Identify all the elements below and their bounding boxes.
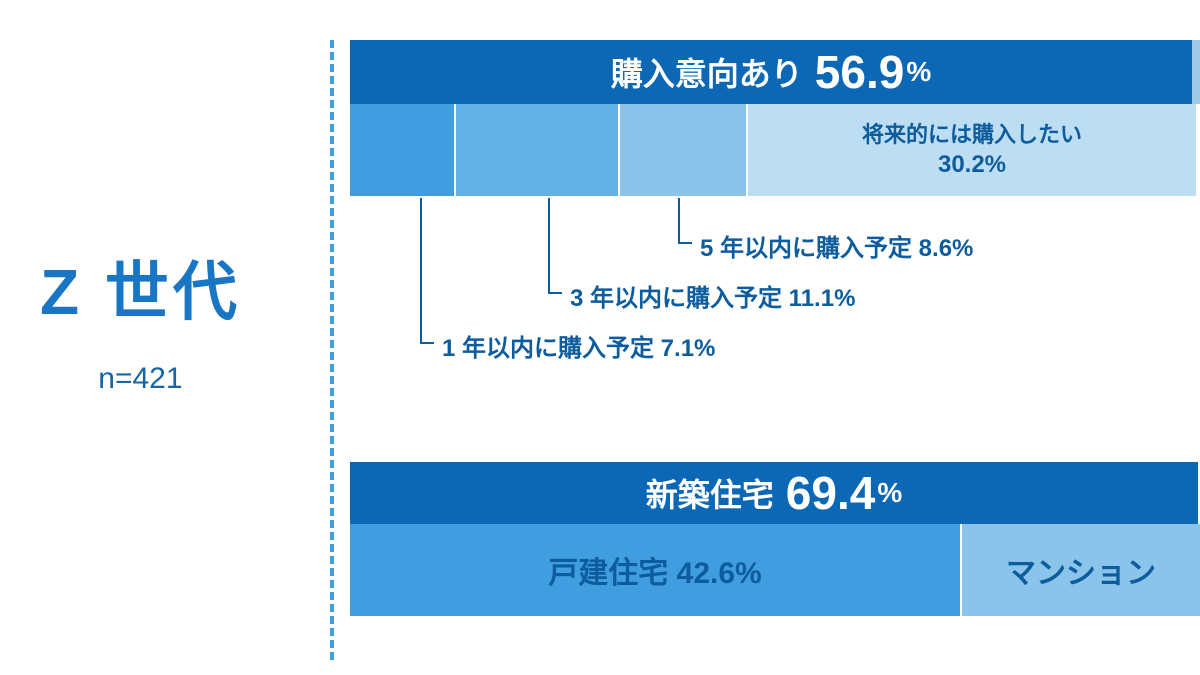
purchase-intent-unit: % — [906, 56, 931, 88]
generation-label-block: Z 世代 n=421 — [40, 260, 241, 396]
purchase-intent-header-edge — [1192, 40, 1200, 104]
chart-root: Z 世代 n=421 購入意向あり 56.9 % 将来的には購入したい30.2%… — [0, 0, 1200, 675]
new-build-header: 新築住宅 69.4 % — [350, 462, 1198, 524]
purchase-intent-segment-future: 将来的には購入したい30.2% — [748, 104, 1196, 196]
callout-text: 5 年以内に購入予定 8.6% — [700, 228, 973, 263]
segment-label: 将来的には購入したい — [862, 121, 1082, 150]
leader-line — [678, 198, 692, 244]
leader-line — [420, 198, 434, 344]
purchase-intent-value: 56.9 — [815, 45, 905, 99]
vertical-dashed-separator — [330, 40, 334, 660]
generation-title: Z 世代 — [40, 260, 241, 324]
purchase-intent-segment-within5y — [620, 104, 748, 196]
purchase-intent-segment-within3y — [456, 104, 620, 196]
purchase-intent-segment-within1y — [350, 104, 456, 196]
new-build-unit: % — [877, 477, 902, 509]
purchase-intent-header: 購入意向あり 56.9 % — [350, 40, 1192, 104]
new-build-value: 69.4 — [786, 466, 876, 520]
new-build-bar: 戸建住宅 42.6%マンション — [350, 524, 1200, 616]
new-build-label: 新築住宅 — [646, 470, 774, 516]
segment-value: 30.2% — [938, 151, 1006, 179]
sample-size: n=421 — [40, 362, 241, 396]
callout-text: 1 年以内に購入予定 7.1% — [442, 328, 715, 363]
new-build-segment-mansion: マンション — [962, 524, 1200, 616]
callout-text: 3 年以内に購入予定 11.1% — [570, 278, 855, 313]
new-build-segment-detached: 戸建住宅 42.6% — [350, 524, 962, 616]
purchase-intent-label: 購入意向あり — [611, 49, 803, 95]
leader-line — [548, 198, 562, 294]
purchase-intent-bar: 将来的には購入したい30.2% — [350, 104, 1196, 198]
